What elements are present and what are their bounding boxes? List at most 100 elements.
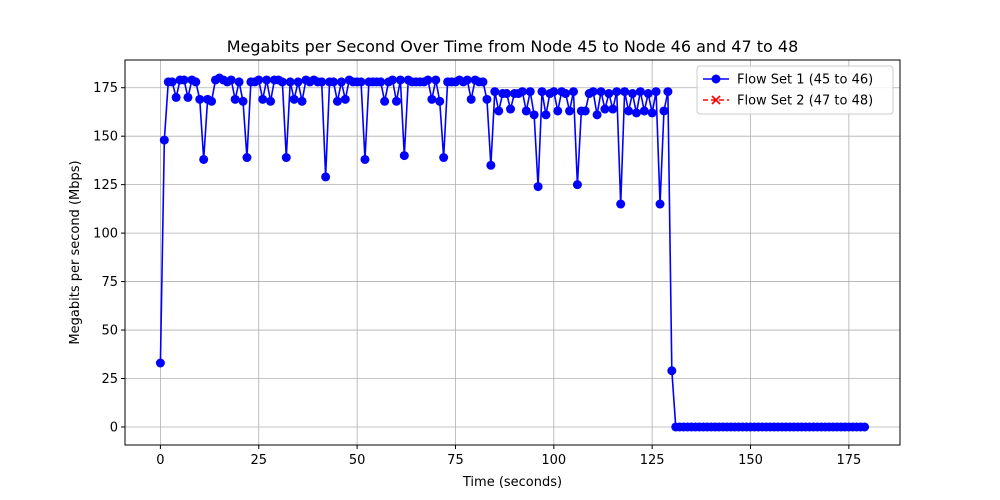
data-point [643, 89, 653, 99]
data-point [580, 106, 590, 116]
data-point [592, 110, 602, 120]
data-point [332, 96, 342, 106]
data-point [537, 87, 547, 97]
x-tick-label: 50 [349, 453, 366, 468]
data-point [616, 199, 626, 209]
grid-lines [125, 60, 900, 445]
data-point [600, 104, 610, 114]
data-point [588, 87, 598, 97]
data-point [494, 106, 504, 116]
data-point [561, 89, 571, 99]
data-point [380, 96, 390, 106]
data-point [230, 94, 240, 104]
x-tick-label: 100 [541, 453, 566, 468]
data-point [565, 106, 575, 116]
x-axis-label: Time (seconds) [462, 475, 562, 490]
data-point [604, 89, 614, 99]
data-point [399, 151, 409, 161]
data-point [285, 77, 295, 87]
data-point [281, 153, 291, 163]
data-point [624, 106, 634, 116]
data-point [596, 87, 606, 97]
data-point [608, 104, 618, 114]
data-point [533, 182, 543, 192]
data-point [171, 92, 181, 102]
data-point [427, 94, 437, 104]
data-point [541, 110, 551, 120]
x-tick-label: 150 [738, 453, 763, 468]
data-point [191, 77, 201, 87]
data-point [490, 87, 500, 97]
data-point [207, 96, 217, 106]
y-tick-label: 125 [93, 178, 118, 193]
x-tick-label: 175 [836, 453, 861, 468]
data-point [651, 87, 661, 97]
data-point [647, 108, 657, 118]
data-point [195, 94, 205, 104]
data-point [620, 87, 630, 97]
data-point [667, 366, 677, 376]
data-point [340, 94, 350, 104]
data-point [431, 75, 441, 85]
data-point [631, 108, 641, 118]
data-point [317, 77, 327, 87]
data-point [262, 75, 272, 85]
data-point [663, 87, 673, 97]
data-point [242, 153, 252, 163]
data-point [423, 75, 433, 85]
data-point [336, 77, 346, 87]
data-point [167, 77, 177, 87]
data-point [435, 96, 445, 106]
chart-title: Megabits per Second Over Time from Node … [227, 37, 799, 56]
data-point [266, 96, 276, 106]
legend-label: Flow Set 2 (47 to 48) [737, 94, 873, 109]
data-point [568, 87, 578, 97]
y-tick-label: 50 [101, 324, 118, 339]
data-point [462, 75, 472, 85]
data-point [183, 92, 193, 102]
y-tick-label: 75 [101, 275, 118, 290]
y-tick-label: 150 [93, 130, 118, 145]
data-point [506, 104, 516, 114]
legend-marker [711, 95, 721, 105]
data-point [321, 172, 331, 182]
data-point [254, 75, 264, 85]
data-point [482, 94, 492, 104]
data-point [199, 154, 209, 164]
data-point [639, 106, 649, 116]
plot-series [155, 73, 870, 432]
chart-legend: Flow Set 1 (45 to 46) Flow Set 2 (47 to 4… [696, 65, 894, 115]
legend-box [696, 65, 894, 115]
data-point [612, 87, 622, 97]
data-point [486, 160, 496, 170]
data-point [627, 89, 637, 99]
x-tick-label: 0 [156, 453, 164, 468]
legend-marker [711, 74, 721, 84]
x-tick-label: 25 [250, 453, 267, 468]
data-point [572, 180, 582, 190]
data-point [659, 106, 669, 116]
plot-area-frame [124, 59, 901, 446]
y-axis-label: Megabits per second (Mbps) [68, 160, 83, 344]
data-point [553, 106, 563, 116]
data-point [395, 75, 405, 85]
data-point [234, 77, 244, 87]
data-point [549, 87, 559, 97]
data-point [258, 94, 268, 104]
data-point [356, 77, 366, 87]
data-point [376, 77, 386, 87]
y-tick-label: 0 [110, 420, 118, 435]
data-point [439, 153, 449, 163]
data-point [329, 77, 339, 87]
legend-label: Flow Set 1 (45 to 46) [737, 73, 873, 88]
data-point [391, 96, 401, 106]
y-tick-label: 25 [101, 372, 118, 387]
data-point [466, 94, 476, 104]
data-point [226, 75, 236, 85]
data-point [388, 75, 398, 85]
data-point [159, 135, 169, 145]
data-point [179, 75, 189, 85]
data-point [293, 77, 303, 87]
y-tick-label: 175 [93, 81, 118, 96]
